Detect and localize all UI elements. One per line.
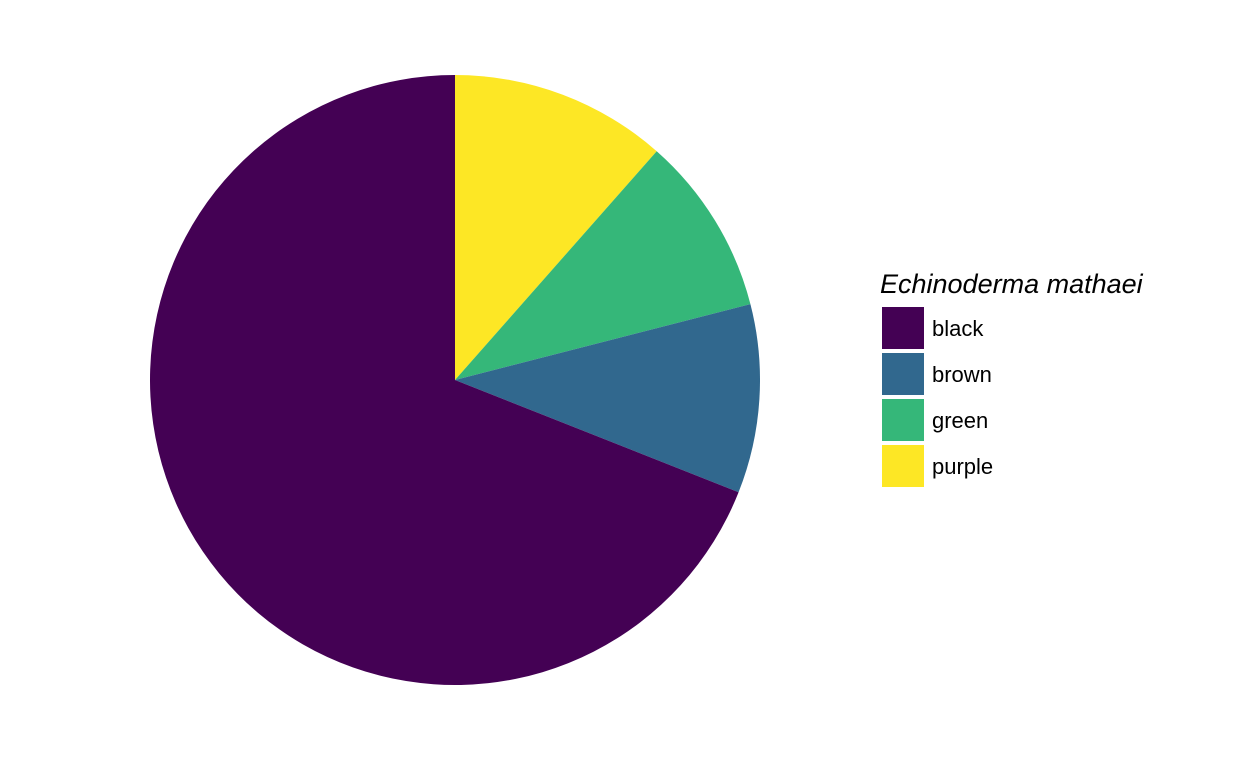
legend-item-green: green [882, 399, 988, 441]
legend-swatch-green [882, 399, 924, 441]
legend-label-black: black [932, 316, 984, 341]
legend-label-green: green [932, 408, 988, 433]
pie-slice-black [149, 75, 739, 685]
pie-slice-purple [455, 75, 657, 380]
legend-item-purple: purple [882, 445, 993, 487]
pie-slices [149, 75, 761, 685]
legend-swatch-black [882, 307, 924, 349]
legend-swatch-purple [882, 445, 924, 487]
legend-item-brown: brown [882, 353, 992, 395]
pie-slice-green [455, 151, 751, 380]
legend-items: black brown green purple [882, 307, 993, 487]
legend-label-brown: brown [932, 362, 992, 387]
legend-title: Echinoderma mathaei [880, 269, 1144, 299]
legend-item-black: black [882, 307, 984, 349]
legend-swatch-brown [882, 353, 924, 395]
legend-label-purple: purple [932, 454, 993, 479]
pie-slice-brown [455, 304, 761, 493]
legend: Echinoderma mathaei black brown green purpl… [880, 269, 1144, 487]
